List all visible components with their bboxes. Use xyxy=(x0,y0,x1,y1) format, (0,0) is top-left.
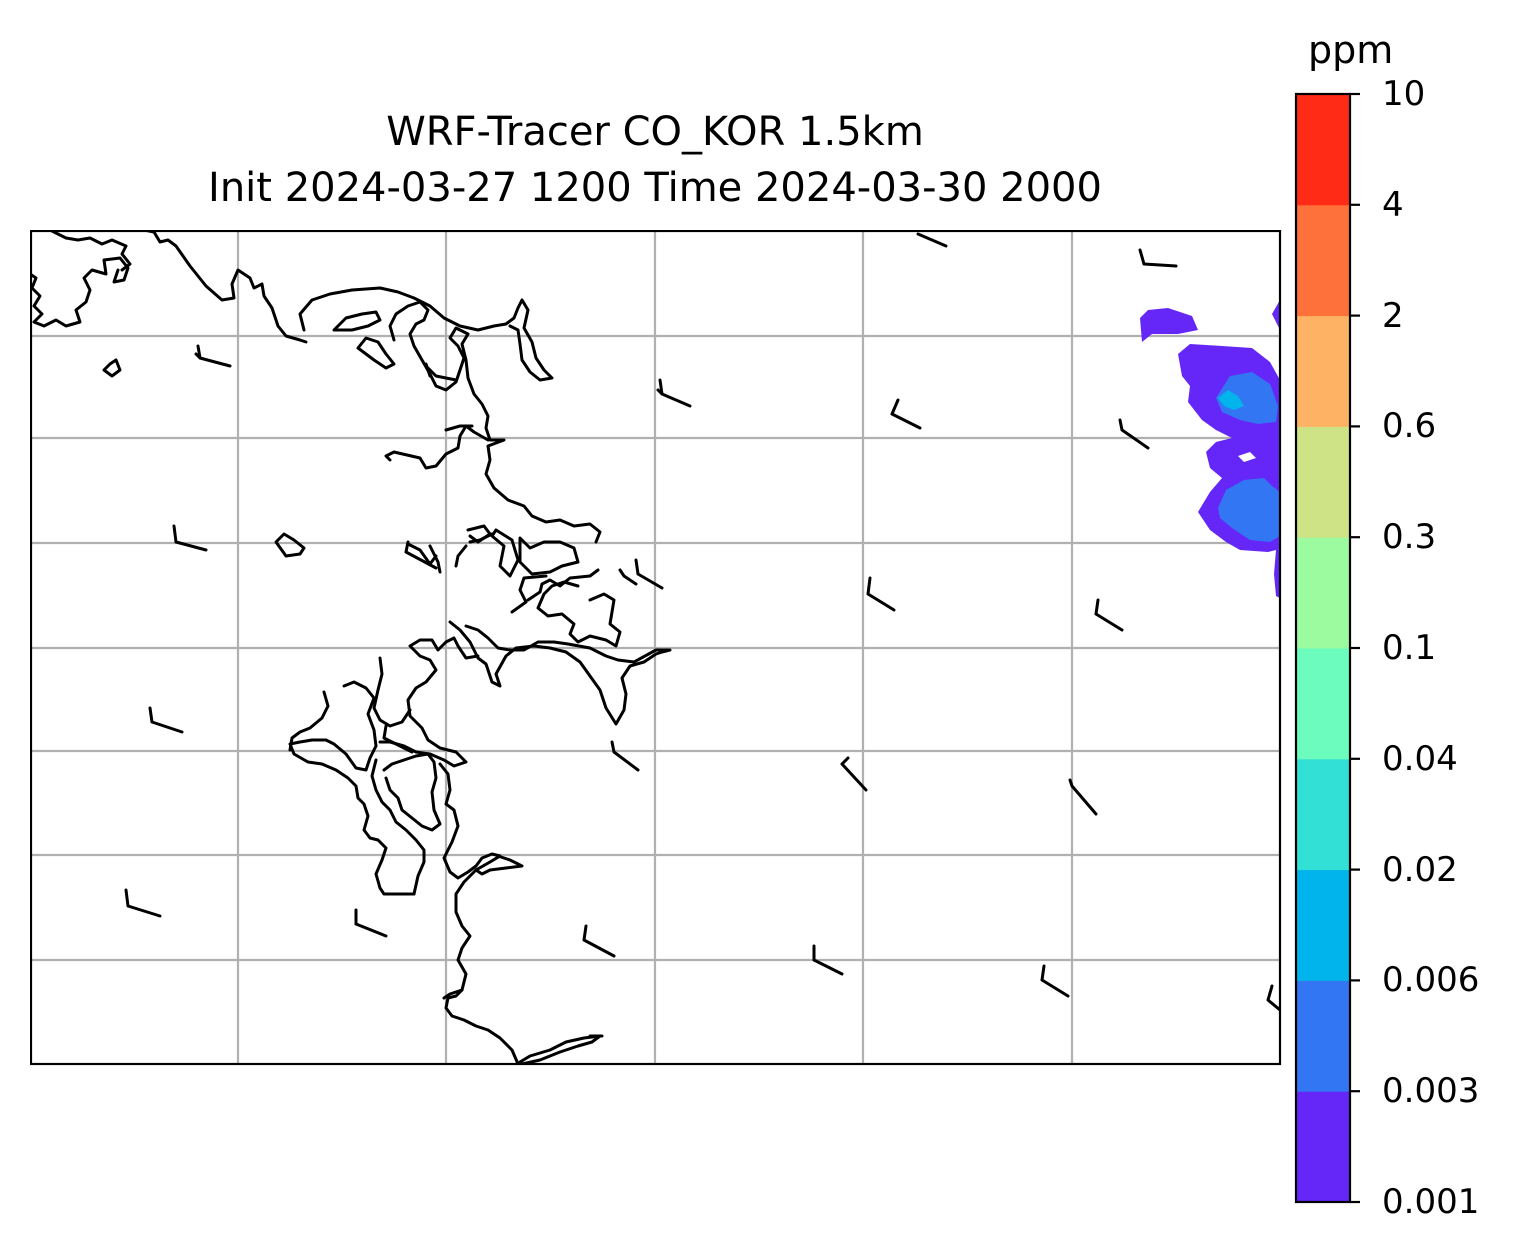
colorbar-band xyxy=(1296,869,1350,981)
colorbar-tick-label: 4 xyxy=(1382,184,1404,225)
colorbar-tick-label: 2 xyxy=(1382,295,1404,336)
colorbar-band xyxy=(1296,648,1350,760)
contour-0.006-core xyxy=(1218,390,1244,410)
contour-0.003-upper xyxy=(1216,372,1278,424)
colorbar-band xyxy=(1296,537,1350,649)
wind-barb xyxy=(1068,778,1098,816)
colorbar-band xyxy=(1296,758,1350,871)
colorbar-tick-label: 0.3 xyxy=(1382,517,1437,558)
wind-barb xyxy=(1138,248,1178,268)
wind-barb xyxy=(354,908,388,938)
colorbar-unit-label: ppm xyxy=(1308,28,1394,72)
colorbar-band xyxy=(1296,204,1350,317)
wind-barb xyxy=(890,398,922,430)
colorbar-band xyxy=(1296,1091,1350,1203)
contour-0.001-top-blob xyxy=(1140,308,1198,342)
colorbar-band xyxy=(1296,94,1350,206)
wind-barbs xyxy=(124,232,1280,1012)
contour-0.003-lower xyxy=(1218,478,1280,542)
wind-barb xyxy=(404,540,438,570)
wind-barb xyxy=(124,888,162,918)
colorbar-tick-label: 0.6 xyxy=(1382,406,1437,447)
wind-barb xyxy=(382,724,414,754)
contour-gap xyxy=(1238,452,1256,462)
wind-barb xyxy=(634,558,664,590)
colorbar-tick-label: 10 xyxy=(1382,74,1426,114)
colorbar-tick-label: 0.04 xyxy=(1382,738,1458,779)
map-title-line2: Init 2024-03-27 1200 Time 2024-03-30 200… xyxy=(208,165,1102,211)
wind-barb xyxy=(1094,598,1124,632)
wind-barb xyxy=(1118,418,1150,450)
wind-barb xyxy=(840,756,868,792)
map-frame xyxy=(30,230,1282,1066)
co-concentration-contours xyxy=(1140,300,1280,598)
wind-barb xyxy=(582,924,616,958)
wind-barb xyxy=(194,344,232,368)
colorbar-tick-label: 0.003 xyxy=(1382,1071,1480,1112)
colorbar-band xyxy=(1296,315,1350,427)
wind-barb xyxy=(1266,984,1280,1012)
coastlines xyxy=(30,230,672,1064)
colorbar-tick-label: 0.006 xyxy=(1382,960,1480,1001)
map-gridlines xyxy=(30,230,1280,1064)
wind-barb xyxy=(172,524,208,552)
map-panel xyxy=(30,230,1282,1066)
contour-0.001-edge xyxy=(1272,300,1280,330)
map-title-line1: WRF-Tracer CO_KOR 1.5km xyxy=(386,109,924,155)
colorbar-tick-label: 0.02 xyxy=(1382,849,1458,890)
wind-barb xyxy=(148,706,184,734)
colorbar-band xyxy=(1296,426,1350,538)
wind-barb xyxy=(656,378,692,408)
colorbar xyxy=(1294,92,1360,1204)
colorbar-band xyxy=(1296,980,1350,1092)
wind-barb xyxy=(916,232,948,248)
wind-barb xyxy=(1040,964,1070,998)
wind-barb xyxy=(610,740,640,772)
wind-barb xyxy=(812,944,844,976)
wind-barb xyxy=(866,576,896,612)
colorbar-tick-label: 0.001 xyxy=(1382,1182,1480,1222)
colorbar-tick-label: 0.1 xyxy=(1382,628,1437,668)
